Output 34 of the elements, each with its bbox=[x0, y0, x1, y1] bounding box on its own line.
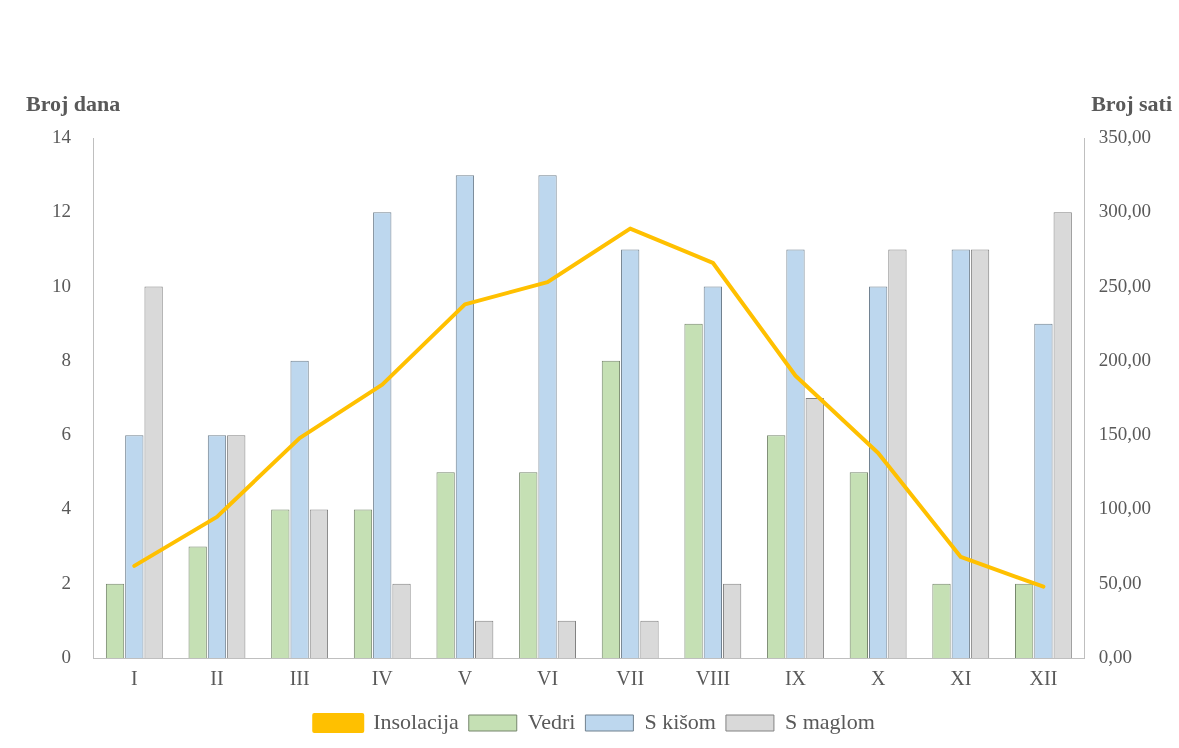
y2-tick-label: 100,00 bbox=[1098, 497, 1151, 519]
x-tick-label: XII bbox=[1029, 667, 1058, 690]
x-tick-label: III bbox=[289, 667, 310, 690]
x-tick-label: V bbox=[457, 667, 473, 690]
x-tick-label: VI bbox=[537, 667, 559, 690]
x-tick-label: I bbox=[130, 667, 138, 690]
y-tick-label: 2 bbox=[61, 571, 71, 593]
y-axis-title: Broj dana bbox=[26, 90, 121, 116]
y-tick-label: 8 bbox=[61, 348, 71, 370]
y2-tick-label: 200,00 bbox=[1098, 348, 1151, 370]
y2-axis-title: Broj sati bbox=[1091, 90, 1172, 116]
y2-tick-label: 300,00 bbox=[1098, 200, 1151, 222]
y-tick-label: 12 bbox=[52, 200, 71, 222]
x-tick-label: VIII bbox=[695, 667, 731, 690]
y2-tick-label: 50,00 bbox=[1098, 571, 1142, 593]
legend-label: Vedri bbox=[527, 708, 576, 734]
x-tick-label: XI bbox=[950, 667, 972, 690]
y2-tick-label: 250,00 bbox=[1098, 274, 1151, 296]
y-tick-label: 10 bbox=[52, 274, 71, 296]
y2-tick-label: 150,00 bbox=[1098, 423, 1151, 445]
y-tick-label: 6 bbox=[61, 423, 71, 445]
x-tick-label: II bbox=[210, 667, 224, 690]
y2-tick-label: 0,00 bbox=[1098, 645, 1132, 667]
x-tick-label: VII bbox=[616, 667, 645, 690]
x-tick-label: X bbox=[870, 667, 886, 690]
y2-tick-label: 350,00 bbox=[1098, 125, 1151, 147]
x-tick-label: IV bbox=[371, 667, 394, 690]
y-tick-label: 14 bbox=[52, 125, 72, 147]
legend-label: Insolacija bbox=[373, 708, 459, 734]
legend-label: S maglom bbox=[784, 708, 875, 734]
legend-label: S kišom bbox=[644, 708, 716, 734]
y-tick-label: 4 bbox=[61, 497, 72, 519]
y-tick-label: 0 bbox=[61, 645, 71, 667]
x-tick-label: IX bbox=[784, 667, 807, 690]
